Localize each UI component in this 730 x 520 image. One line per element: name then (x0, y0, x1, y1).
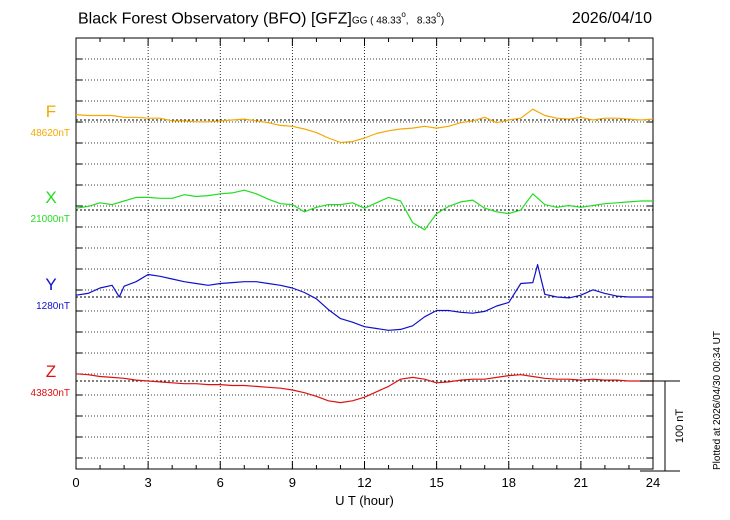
latitude: ( 48.33 (370, 15, 402, 27)
x-tick-label: 24 (646, 475, 660, 490)
series-name-z: Z (46, 362, 56, 381)
plotted-note: Plotted at 2026/04/30 00:34 UT (712, 331, 723, 470)
series-baseline-f: 48620nT (31, 128, 70, 139)
series-line-y (75, 264, 653, 331)
series-line-x (75, 189, 653, 231)
observatory-title: Black Forest Observatory (BFO) [GFZ] (78, 10, 352, 28)
x-axis-label: U T (hour) (335, 493, 394, 508)
x-tick-label: 6 (217, 475, 224, 490)
chart-date: 2026/04/10 (571, 10, 652, 27)
x-tick-label: 21 (574, 475, 588, 490)
x-tick-label: 0 (72, 475, 79, 490)
series-line-z (75, 373, 653, 404)
x-tick-label: 18 (502, 475, 516, 490)
series-name-y: Y (45, 275, 56, 294)
series-baseline-z: 43830nT (31, 388, 70, 399)
series-name-f: F (46, 102, 56, 121)
x-tick-label: 9 (289, 475, 296, 490)
series-line-f (75, 108, 654, 144)
chart-title: Black Forest Observatory (BFO) [GFZ]GG (… (78, 10, 445, 28)
coordinate-system: GG (351, 15, 368, 27)
series-baseline-x: 21000nT (31, 214, 70, 225)
series-name-x: X (45, 188, 56, 207)
series-baseline-y: 1280nT (36, 301, 70, 312)
scale-bar-label: 100 nT (674, 409, 686, 444)
longitude: 8.33 (416, 15, 437, 27)
coords-close: ) (440, 15, 445, 27)
x-tick-label: 3 (145, 475, 152, 490)
x-tick-label: 15 (429, 475, 443, 490)
x-tick-label: 12 (357, 475, 371, 490)
